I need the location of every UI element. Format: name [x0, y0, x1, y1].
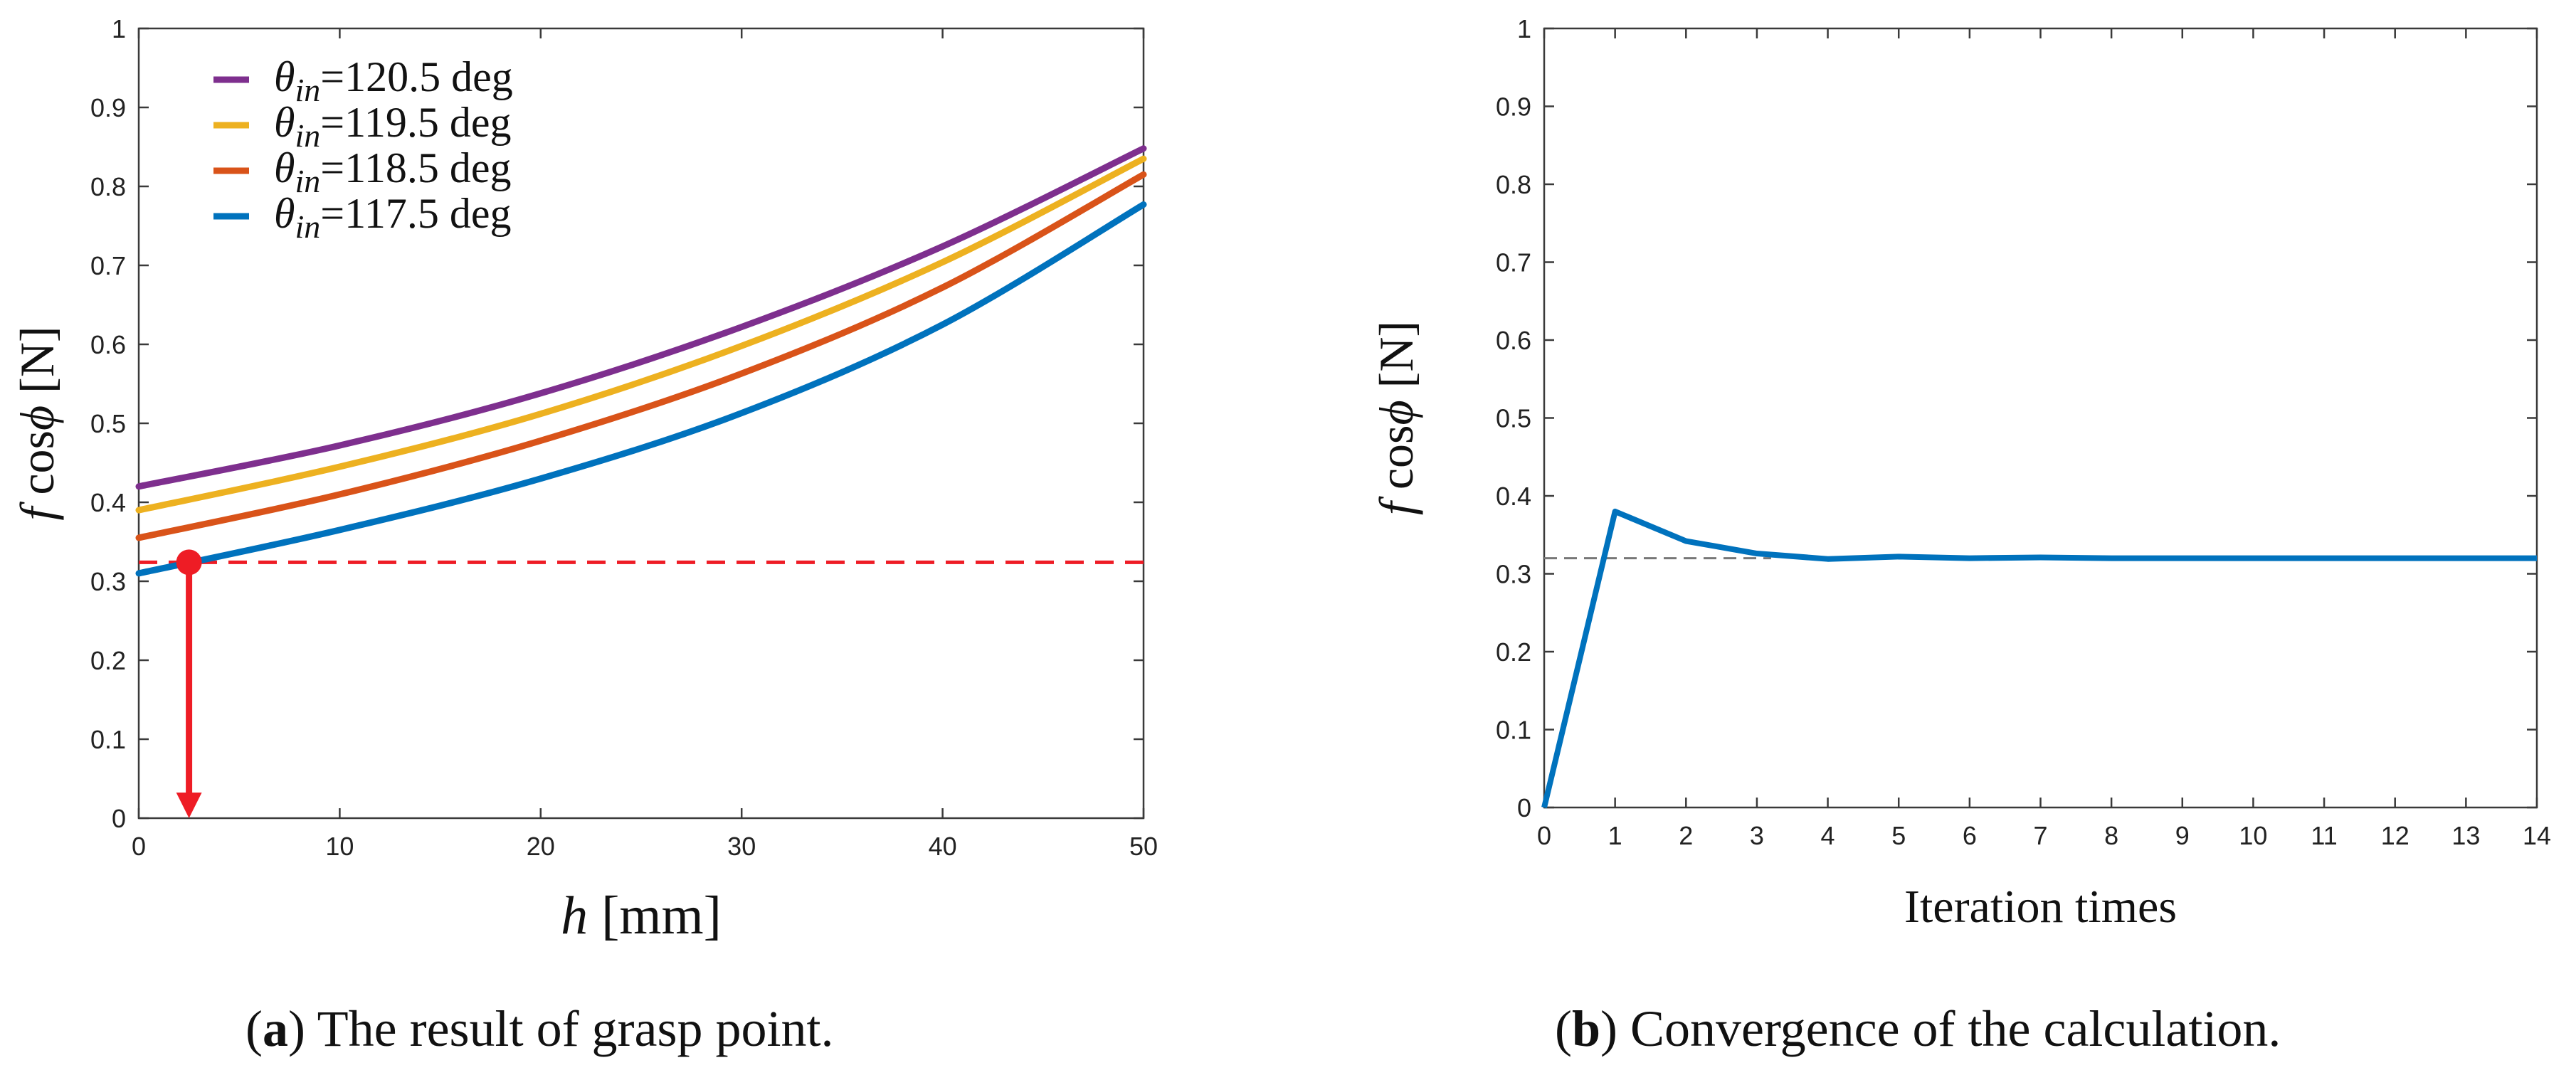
x-tick-label: 40: [929, 832, 957, 861]
arrow-head: [176, 793, 202, 818]
y-tick-label: 0.3: [1496, 560, 1531, 589]
y-tick-label: 0.8: [1496, 170, 1531, 199]
y-tick-label: 1: [112, 14, 126, 43]
x-tick-label: 5: [1891, 821, 1906, 850]
series-line-3: [135, 201, 1147, 577]
series-line-0: [1541, 508, 2537, 808]
y-tick-label: 0.9: [1496, 92, 1531, 122]
y-tick-label: 0.5: [90, 409, 126, 438]
plot-frame: [1543, 27, 2538, 809]
x-tick-label: 4: [1821, 821, 1835, 850]
x-tick-label: 10: [325, 832, 354, 861]
x-tick-label: 13: [2451, 821, 2480, 850]
grasp-point-marker: [176, 549, 202, 576]
x-tick-label: 14: [2523, 821, 2551, 850]
legend-label-0: θin=120.5 deg: [274, 53, 513, 108]
legend-label-3: θin=117.5 deg: [274, 190, 512, 245]
series-line-1: [135, 155, 1147, 514]
x-tick-label: 6: [1963, 821, 1977, 850]
y-tick-label: 0.2: [1496, 637, 1531, 667]
y-axis-label: f cosϕ [N]: [1369, 321, 1423, 515]
chart-convergence: 00.10.20.30.40.50.60.70.80.910 1 2 3 4 5 6 7 8 9 1…: [1369, 14, 2551, 933]
y-tick-label: 0.8: [90, 172, 126, 201]
y-tick-label: 0.6: [90, 330, 126, 359]
caption-a-text: The result of grasp point.: [305, 1000, 834, 1057]
y-tick-label: 0.3: [90, 567, 126, 596]
x-tick-label: 12: [2381, 821, 2409, 850]
x-tick-label: 7: [2033, 821, 2047, 850]
x-tick-label: 2: [1679, 821, 1693, 850]
x-axis-label: h [mm]: [561, 886, 722, 946]
series-line-2: [135, 171, 1147, 541]
y-tick-label: 0.2: [90, 646, 126, 675]
y-tick-label: 0.4: [1496, 482, 1531, 511]
y-tick-label: 0: [1517, 793, 1531, 822]
y-tick-label: 0.1: [1496, 716, 1531, 745]
x-tick-label: 20: [527, 832, 555, 861]
caption-b-label: b: [1571, 1000, 1601, 1057]
y-tick-label: 0: [112, 804, 126, 833]
x-tick-label: 0: [1537, 821, 1551, 850]
x-tick-label: 3: [1750, 821, 1764, 850]
y-axis-label: f cosϕ [N]: [10, 326, 64, 520]
x-tick-label: 11: [2311, 821, 2337, 850]
series-line-0: [135, 145, 1147, 490]
y-tick-label: 0.6: [1496, 326, 1531, 355]
caption-b-text: Convergence of the calculation.: [1617, 1000, 2281, 1057]
y-tick-label: 0.5: [1496, 404, 1531, 433]
x-tick-label: 8: [2104, 821, 2118, 850]
y-tick-label: 0.7: [90, 251, 126, 280]
caption-a: (a) The result of grasp point.: [246, 1000, 834, 1057]
y-tick-label: 0.9: [90, 93, 126, 122]
y-tick-label: 1: [1517, 14, 1531, 43]
legend-label-1: θin=119.5 deg: [274, 99, 512, 154]
chart-result-of-grasp-point: 00.10.20.30.40.50.60.70.80.910 10 20 30 40 50…: [10, 14, 1158, 946]
x-tick-label: 10: [2239, 821, 2267, 850]
x-tick-label: 9: [2175, 821, 2190, 850]
x-tick-label: 0: [132, 832, 146, 861]
y-tick-label: 0.7: [1496, 248, 1531, 277]
caption-a-label: a: [262, 1000, 288, 1057]
caption-b: (b) Convergence of the calculation.: [1555, 1000, 2281, 1057]
x-tick-label: 1: [1608, 821, 1622, 850]
y-tick-label: 0.1: [90, 725, 126, 754]
x-axis-label: Iteration times: [1904, 881, 2177, 933]
x-tick-label: 30: [727, 832, 756, 861]
legend-label-2: θin=118.5 deg: [274, 144, 512, 199]
y-tick-label: 0.4: [90, 488, 126, 517]
x-tick-label: 50: [1129, 832, 1158, 861]
